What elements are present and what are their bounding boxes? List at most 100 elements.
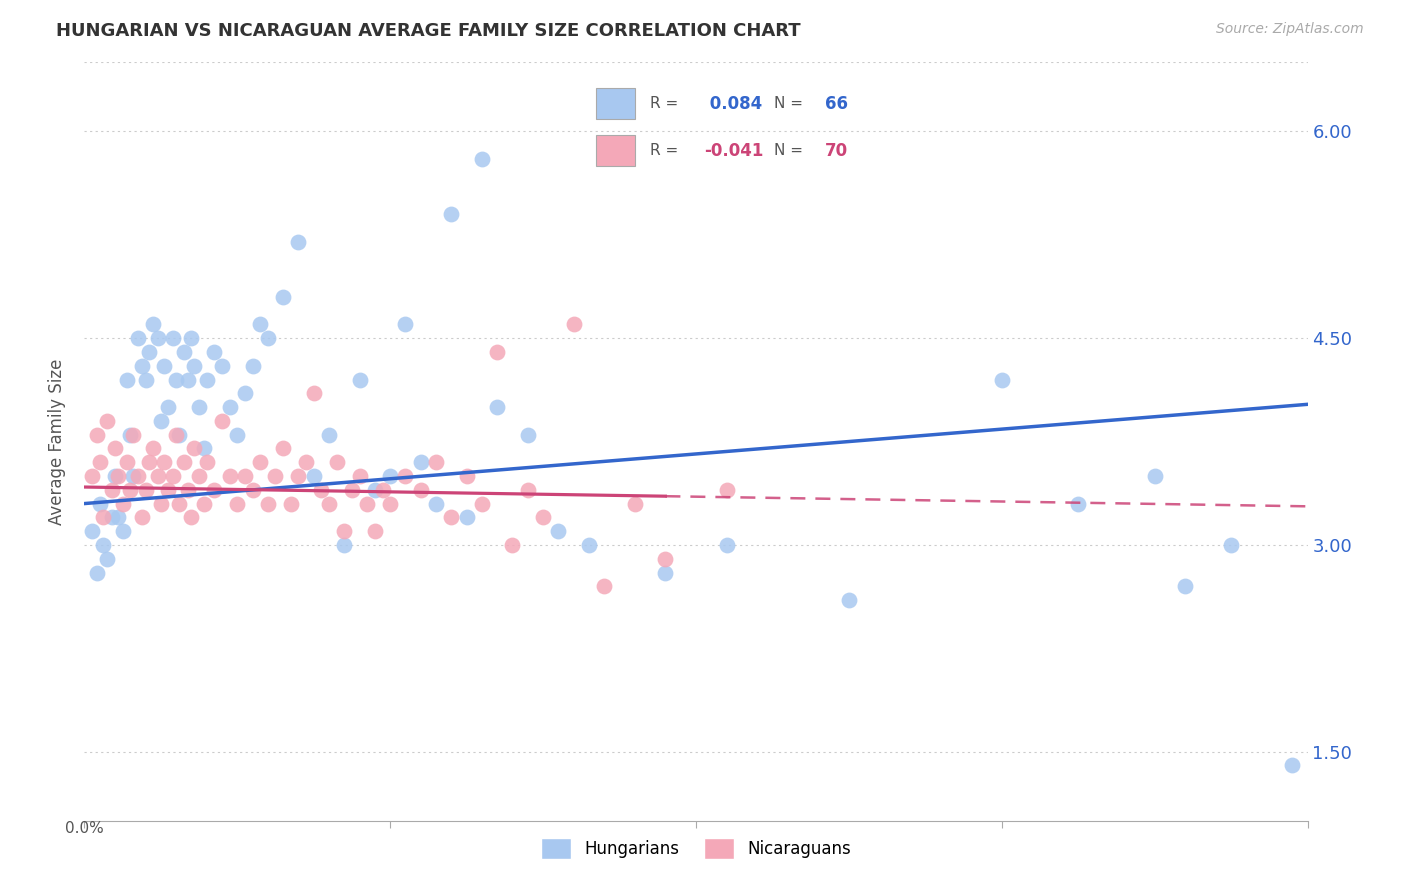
Point <box>120 483 142 497</box>
Point <box>531 510 554 524</box>
Point <box>80 524 103 538</box>
Point <box>138 345 160 359</box>
Point <box>716 483 738 497</box>
Point <box>1143 469 1166 483</box>
Bar <box>596 88 636 119</box>
Point <box>183 442 205 456</box>
Point <box>149 497 172 511</box>
Point <box>264 469 287 483</box>
Point <box>183 359 205 373</box>
Point <box>101 483 124 497</box>
Point <box>578 538 600 552</box>
Point <box>218 400 240 414</box>
Point <box>838 593 860 607</box>
Point <box>302 469 325 483</box>
Point <box>257 497 280 511</box>
Point <box>295 455 318 469</box>
Point <box>180 510 202 524</box>
Point <box>180 331 202 345</box>
Point <box>242 359 264 373</box>
Point <box>287 235 309 249</box>
Point <box>211 359 233 373</box>
Point <box>120 427 142 442</box>
Point <box>394 318 416 332</box>
Point <box>149 414 172 428</box>
Point <box>195 455 218 469</box>
Point <box>218 469 240 483</box>
Point <box>333 538 356 552</box>
Point <box>131 359 153 373</box>
Point <box>364 483 387 497</box>
Text: 0.0%: 0.0% <box>65 821 104 836</box>
Point <box>333 524 356 538</box>
Text: Source: ZipAtlas.com: Source: ZipAtlas.com <box>1216 22 1364 37</box>
Text: R =: R = <box>650 144 683 158</box>
Point <box>349 469 371 483</box>
Text: N =: N = <box>773 96 808 111</box>
Point <box>302 386 325 401</box>
Point <box>162 331 184 345</box>
Point <box>271 442 294 456</box>
Point <box>91 510 114 524</box>
Point <box>516 483 538 497</box>
Point <box>340 483 363 497</box>
Point <box>157 400 180 414</box>
Point <box>349 372 371 386</box>
Point <box>167 497 190 511</box>
Point <box>153 455 176 469</box>
Point <box>1220 538 1243 552</box>
Point <box>127 331 149 345</box>
Point <box>425 497 447 511</box>
Point <box>409 483 432 497</box>
Text: 70: 70 <box>825 142 848 160</box>
Point <box>1281 758 1303 772</box>
Point <box>165 372 187 386</box>
Point <box>516 427 538 442</box>
Point <box>89 455 111 469</box>
Point <box>425 455 447 469</box>
Point <box>96 414 118 428</box>
Point <box>562 318 585 332</box>
Point <box>153 359 176 373</box>
Point <box>167 427 190 442</box>
Point <box>280 497 302 511</box>
Point <box>115 455 138 469</box>
Point <box>86 566 108 580</box>
Point <box>177 483 200 497</box>
Text: 66: 66 <box>825 95 848 112</box>
Point <box>593 579 616 593</box>
Text: HUNGARIAN VS NICARAGUAN AVERAGE FAMILY SIZE CORRELATION CHART: HUNGARIAN VS NICARAGUAN AVERAGE FAMILY S… <box>56 22 801 40</box>
Point <box>380 469 402 483</box>
Point <box>195 372 218 386</box>
Point <box>202 483 225 497</box>
Point <box>456 469 478 483</box>
Point <box>440 510 463 524</box>
Point <box>122 469 145 483</box>
Point <box>104 469 127 483</box>
Point <box>111 524 134 538</box>
Point <box>211 414 233 428</box>
Point <box>233 386 256 401</box>
Point <box>325 455 347 469</box>
Point <box>157 483 180 497</box>
Point <box>1067 497 1090 511</box>
Point <box>242 483 264 497</box>
Y-axis label: Average Family Size: Average Family Size <box>48 359 66 524</box>
Point <box>654 566 676 580</box>
Point <box>654 551 676 566</box>
Point <box>249 318 271 332</box>
Point <box>233 469 256 483</box>
Point <box>991 372 1014 386</box>
Point <box>257 331 280 345</box>
Point <box>115 372 138 386</box>
Text: 0.084: 0.084 <box>704 95 762 112</box>
Bar <box>596 136 636 166</box>
Point <box>188 400 211 414</box>
Point <box>202 345 225 359</box>
Point <box>146 469 169 483</box>
Point <box>104 442 127 456</box>
Point <box>89 497 111 511</box>
Point <box>177 372 200 386</box>
Point <box>91 538 114 552</box>
Point <box>86 427 108 442</box>
